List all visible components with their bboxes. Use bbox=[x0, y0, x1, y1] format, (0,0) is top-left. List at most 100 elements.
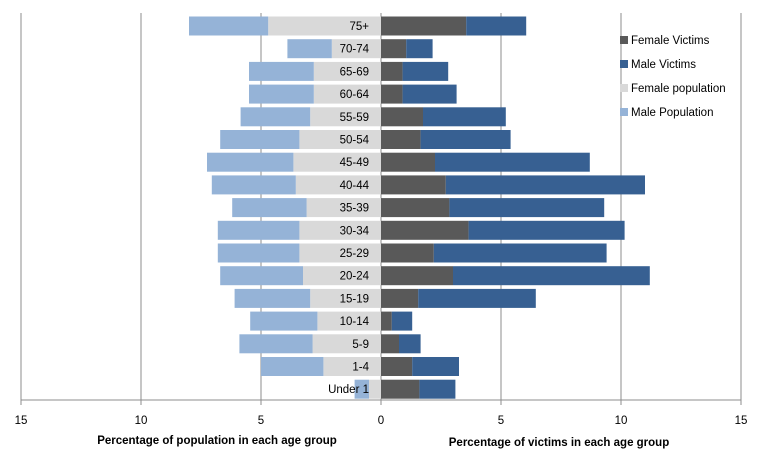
bar-female-population bbox=[310, 107, 381, 127]
bar-female-victims bbox=[381, 175, 446, 195]
age-group-label: 10-14 bbox=[340, 316, 370, 328]
axis-layer: Percentage of population in each age gro… bbox=[15, 399, 748, 449]
bar-female-victims bbox=[381, 39, 407, 59]
bar-female-population bbox=[306, 198, 381, 218]
bar-female-victims bbox=[381, 243, 434, 263]
bar-male-population bbox=[211, 175, 296, 195]
legend-swatch bbox=[620, 60, 628, 68]
age-group-label: 55-59 bbox=[340, 112, 369, 124]
bar-male-victims bbox=[453, 266, 650, 286]
bar-female-victims bbox=[381, 288, 419, 308]
x-tick-label: 15 bbox=[15, 415, 28, 427]
age-group-label: 60-64 bbox=[340, 89, 370, 101]
x-tick-label: 5 bbox=[258, 415, 264, 427]
bar-male-population bbox=[249, 84, 314, 104]
bar-male-victims bbox=[391, 311, 413, 331]
bar-female-population bbox=[313, 84, 381, 104]
age-group-label: 75+ bbox=[349, 21, 369, 33]
legend-swatch bbox=[620, 84, 628, 92]
bar-male-population bbox=[354, 379, 369, 399]
x-tick-label: 5 bbox=[498, 415, 504, 427]
bar-male-population bbox=[232, 198, 307, 218]
bar-male-victims bbox=[402, 61, 449, 81]
age-group-label: 70-74 bbox=[340, 44, 370, 56]
x-tick-label: 10 bbox=[135, 415, 148, 427]
bar-male-population bbox=[207, 152, 294, 172]
bar-male-population bbox=[217, 220, 300, 240]
legend-label: Female Victims bbox=[631, 35, 710, 47]
bar-female-victims bbox=[381, 334, 399, 354]
x-tick-label: 0 bbox=[378, 415, 384, 427]
bar-female-victims bbox=[381, 266, 453, 286]
age-group-label: 65-69 bbox=[340, 66, 369, 78]
age-group-label: 45-49 bbox=[340, 157, 369, 169]
bar-female-population bbox=[323, 357, 381, 376]
bars-layer bbox=[189, 16, 650, 399]
legend-item-female-population: Female population bbox=[620, 83, 726, 95]
bar-female-victims bbox=[381, 61, 403, 81]
bar-male-population bbox=[217, 243, 300, 263]
legend-item-female-victims: Female Victims bbox=[620, 35, 710, 47]
age-group-label: 20-24 bbox=[340, 271, 370, 283]
legend: Female Victims Male Victims Female populat… bbox=[620, 35, 726, 119]
bar-male-population bbox=[250, 311, 318, 331]
bar-female-population bbox=[299, 220, 381, 240]
bar-female-population bbox=[293, 152, 381, 172]
bar-male-victims bbox=[433, 243, 607, 263]
bar-male-population bbox=[287, 39, 332, 59]
legend-label: Female population bbox=[631, 83, 726, 95]
bar-female-population bbox=[317, 311, 381, 331]
age-group-label: 30-34 bbox=[340, 225, 370, 237]
legend-swatch bbox=[620, 36, 628, 44]
bar-male-victims bbox=[418, 288, 536, 308]
bar-female-population bbox=[310, 288, 381, 308]
bar-female-population bbox=[299, 243, 381, 263]
x-tick-label: 15 bbox=[735, 415, 748, 427]
bar-male-victims bbox=[435, 152, 590, 172]
age-group-label: 15-19 bbox=[340, 293, 369, 305]
age-group-label: 25-29 bbox=[340, 248, 369, 260]
bar-male-victims bbox=[399, 334, 421, 354]
legend-item-male-population: Male Population bbox=[620, 107, 713, 119]
bar-female-population bbox=[303, 266, 381, 286]
bar-male-victims bbox=[466, 16, 527, 36]
bar-female-population bbox=[313, 61, 381, 81]
legend-label: Male Population bbox=[631, 107, 713, 119]
bar-male-population bbox=[240, 107, 311, 127]
bar-female-population bbox=[299, 130, 381, 149]
bar-female-victims bbox=[381, 84, 403, 104]
bar-male-population bbox=[189, 16, 269, 36]
bar-female-population bbox=[268, 16, 381, 36]
age-group-label: 1-4 bbox=[352, 362, 369, 374]
age-group-label: 35-39 bbox=[340, 203, 369, 215]
bar-female-victims bbox=[381, 311, 392, 331]
bar-female-victims bbox=[381, 198, 450, 218]
bar-male-victims bbox=[468, 220, 625, 240]
bar-female-victims bbox=[381, 379, 420, 399]
bar-female-population bbox=[295, 175, 381, 195]
age-group-label: 50-54 bbox=[340, 135, 370, 147]
bar-male-victims bbox=[406, 39, 433, 59]
bar-female-victims bbox=[381, 107, 423, 127]
labels-layer: Under 1 1-4 5-9 10-14 15-19 20-24 25-29 30-34 35… bbox=[328, 21, 370, 396]
bar-female-victims bbox=[381, 152, 435, 172]
bar-female-victims bbox=[381, 220, 469, 240]
bar-female-population bbox=[312, 334, 381, 354]
age-group-label: Under 1 bbox=[328, 384, 369, 396]
bar-female-population bbox=[331, 39, 381, 59]
bar-male-victims bbox=[402, 84, 457, 104]
bar-female-victims bbox=[381, 357, 413, 376]
bar-male-population bbox=[261, 357, 324, 376]
bar-male-victims bbox=[420, 130, 511, 149]
bar-female-population bbox=[369, 379, 381, 399]
legend-item-male-victims: Male Victims bbox=[620, 59, 696, 71]
bar-male-victims bbox=[412, 357, 459, 376]
bar-male-victims bbox=[423, 107, 506, 127]
legend-swatch bbox=[620, 108, 628, 116]
bar-male-population bbox=[239, 334, 313, 354]
bar-male-population bbox=[220, 266, 303, 286]
bar-male-victims bbox=[445, 175, 645, 195]
bar-male-population bbox=[249, 61, 314, 81]
